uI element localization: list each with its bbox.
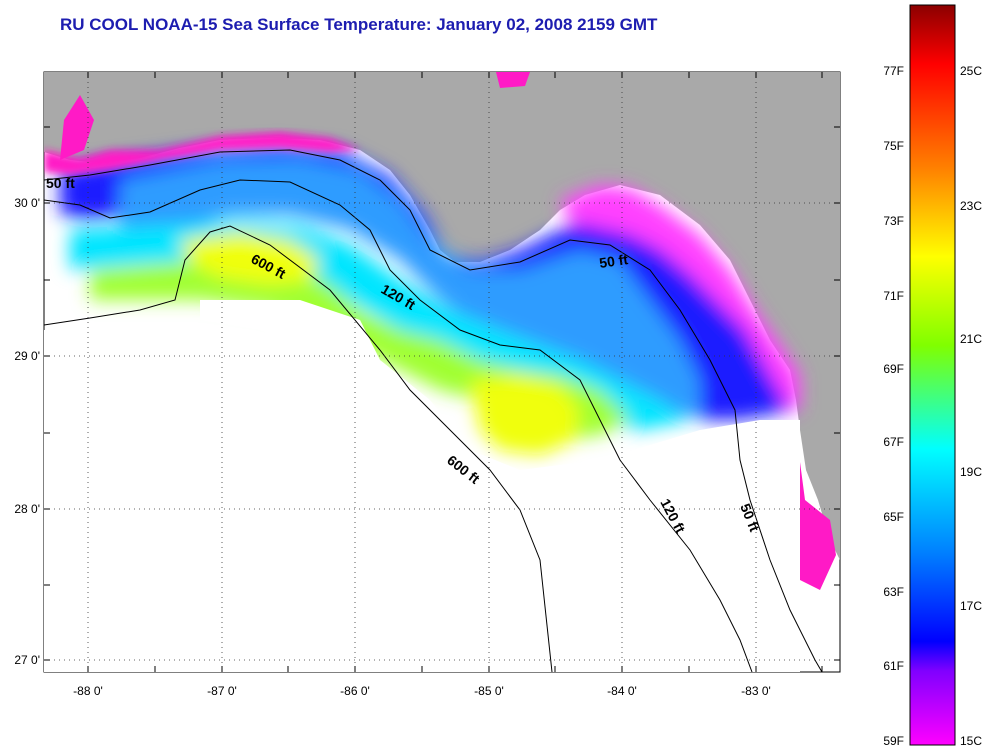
coastal-cold-band — [44, 132, 360, 175]
contour-label-50-east: 50 ft — [598, 251, 629, 271]
colorbar-c-label: 15C — [960, 734, 982, 748]
colorbar-f-label: 75F — [883, 139, 904, 153]
colorbar-f-label: 67F — [883, 435, 904, 449]
colorbar-celsius-labels: 25C 23C 21C 19C 17C 15C — [960, 64, 982, 748]
colorbar-f-label: 59F — [883, 734, 904, 748]
cloud-mask-2 — [200, 300, 380, 360]
x-tick-label: -85 0' — [474, 684, 504, 698]
x-tick-label: -87 0' — [207, 684, 237, 698]
colorbar-fahrenheit-labels: 77F 75F 73F 71F 69F 67F 65F 63F 61F 59F — [883, 64, 904, 748]
colorbar-f-label: 71F — [883, 289, 904, 303]
colorbar-c-label: 17C — [960, 599, 982, 613]
contour-label-50-west: 50 ft — [46, 175, 75, 191]
map-title: RU COOL NOAA-15 Sea Surface Temperature:… — [60, 15, 658, 34]
colorbar-c-label: 23C — [960, 199, 982, 213]
x-tick-label: -83 0' — [741, 684, 771, 698]
colorbar-c-label: 19C — [960, 465, 982, 479]
colorbar-f-label: 77F — [883, 64, 904, 78]
bay-patch — [60, 95, 94, 160]
bathymetry-contours — [44, 149, 823, 672]
colorbar-f-label: 61F — [883, 659, 904, 673]
colorbar-f-label: 65F — [883, 510, 904, 524]
inland-patch — [496, 72, 530, 88]
land-mass — [44, 72, 840, 560]
x-axis-labels: -88 0' -87 0' -86 0' -85 0' -84 0' -83 0… — [73, 684, 771, 698]
map-grid — [44, 72, 840, 672]
map-content: 600 ft 120 ft 50 ft 50 ft 600 ft 120 ft … — [44, 72, 840, 672]
y-tick-label: 30 0' — [14, 196, 40, 210]
y-axis-labels: 30 0' 29 0' 28 0' 27 0' — [14, 196, 40, 667]
colorbar-f-label: 63F — [883, 585, 904, 599]
color-bar — [909, 4, 956, 746]
x-tick-label: -86 0' — [340, 684, 370, 698]
frame-ticks — [44, 72, 840, 672]
cloud-mask — [44, 330, 800, 672]
y-tick-label: 27 0' — [14, 653, 40, 667]
y-tick-label: 28 0' — [14, 502, 40, 516]
x-tick-label: -84 0' — [607, 684, 637, 698]
x-tick-label: -88 0' — [73, 684, 103, 698]
colorbar-c-label: 25C — [960, 64, 982, 78]
colorbar-f-label: 69F — [883, 362, 904, 376]
colorbar-f-label: 73F — [883, 214, 904, 228]
y-tick-label: 29 0' — [14, 349, 40, 363]
colorbar-c-label: 21C — [960, 332, 982, 346]
